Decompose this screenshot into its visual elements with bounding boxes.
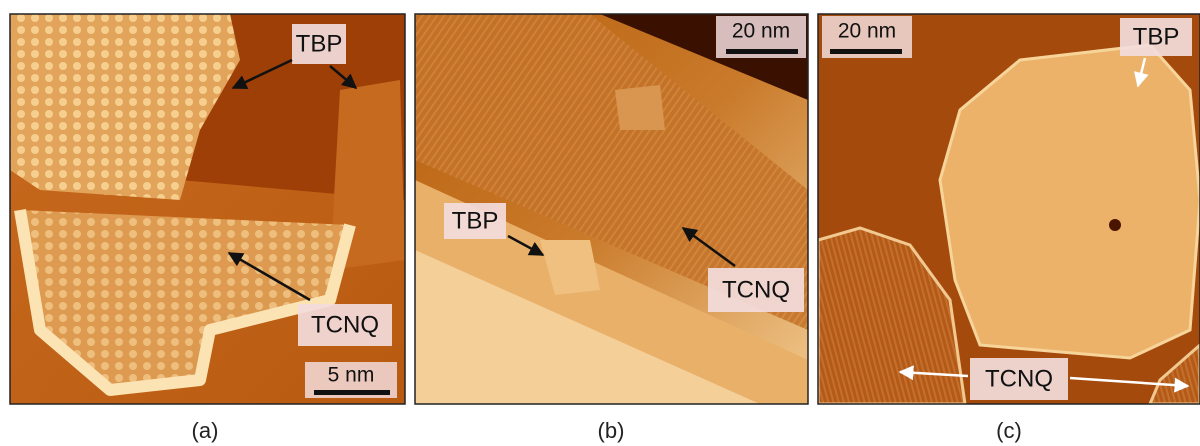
scale-label: 20 nm xyxy=(732,20,790,43)
label: TBP xyxy=(1133,23,1180,50)
panel-c-image xyxy=(818,14,1200,404)
caption: (a) xyxy=(192,418,219,443)
label: TCNQ xyxy=(311,311,379,338)
scale-label: 5 nm xyxy=(328,364,375,387)
scale-bar xyxy=(726,49,798,54)
scale-bar xyxy=(830,49,902,54)
scale-bar xyxy=(314,390,390,395)
scale-label: 20 nm xyxy=(838,20,896,43)
label: TBP xyxy=(452,207,499,234)
caption: (c) xyxy=(996,418,1022,443)
label: TCNQ xyxy=(985,365,1053,392)
label: TCNQ xyxy=(722,276,790,303)
caption: (b) xyxy=(598,418,625,443)
label: TBP xyxy=(296,30,343,57)
figure: TBP TCNQ 5 nm 20 nm TBP TCNQ 20 nm TBP T… xyxy=(0,0,1200,446)
